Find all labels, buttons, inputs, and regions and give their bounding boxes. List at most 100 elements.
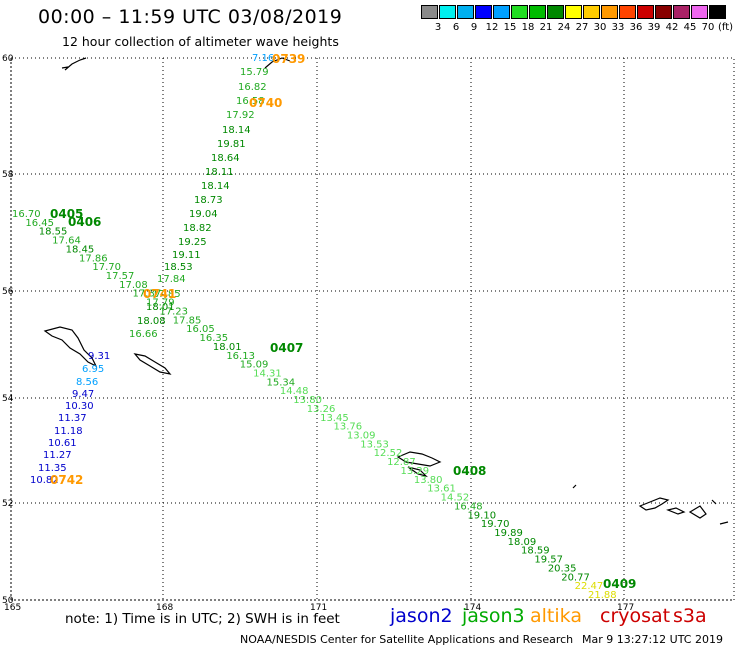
swh-value: 13.80 <box>293 395 322 406</box>
color-swatch <box>619 5 636 19</box>
color-swatch <box>511 5 528 19</box>
generation-timestamp: Mar 9 13:27:12 UTC 2019 <box>582 633 723 646</box>
lat-label: 50 <box>2 596 14 606</box>
swh-value: 14.48 <box>280 386 309 397</box>
coastline <box>572 484 577 489</box>
pass-time-label: 0408 <box>453 464 486 478</box>
coastline <box>711 499 729 525</box>
coastline <box>43 326 98 368</box>
swh-value: 11.37 <box>58 413 87 424</box>
swh-value: 17.23 <box>159 306 188 317</box>
swh-value: 8.56 <box>76 377 98 388</box>
color-swatch <box>565 5 582 19</box>
lon-label: 168 <box>156 603 173 613</box>
swh-value: 17.79 <box>146 298 175 309</box>
swh-value: 17.85 <box>152 289 181 300</box>
swh-value: 10.30 <box>65 401 94 412</box>
swh-value: 17.64 <box>52 236 81 247</box>
color-swatch <box>439 5 456 19</box>
swh-value: 13.53 <box>360 439 389 450</box>
color-scale-label: 39 <box>647 22 661 33</box>
swh-value: 6.95 <box>82 364 104 375</box>
swh-value: 16.35 <box>200 333 229 344</box>
color-scale-label: 27 <box>575 22 589 33</box>
swh-value: 13.09 <box>347 431 376 442</box>
swh-value: 19.57 <box>534 555 563 566</box>
swh-value: 10.61 <box>48 438 77 449</box>
swh-value: 18.45 <box>66 244 95 255</box>
swh-value: 15.09 <box>240 360 269 371</box>
swh-value: 19.10 <box>467 510 496 521</box>
lat-label: 52 <box>2 499 13 509</box>
pass-time-label: 0405 <box>50 207 83 221</box>
swh-value: 19.04 <box>189 209 218 220</box>
swh-value: 18.59 <box>521 546 550 557</box>
color-scale-label: 70 <box>701 22 715 33</box>
color-swatch <box>475 5 492 19</box>
swh-value: 16.58 <box>236 96 265 107</box>
swh-value: 19.70 <box>481 519 510 530</box>
color-scale-label: 36 <box>629 22 643 33</box>
coastline <box>638 497 670 511</box>
swh-value: 16.70 <box>12 209 41 220</box>
legend-altika: altika <box>530 605 582 627</box>
color-swatch <box>457 5 474 19</box>
swh-value: 19.81 <box>217 139 246 150</box>
swh-value: 19.89 <box>494 528 523 539</box>
lat-label: 60 <box>2 54 14 64</box>
color-scale-label: 9 <box>470 22 478 33</box>
color-swatch <box>493 5 510 19</box>
swh-value: 17.92 <box>226 110 255 121</box>
legend-jason3: jason3 <box>462 605 525 627</box>
color-scale-label: 3 <box>434 22 442 33</box>
pass-time-label: 0742 <box>50 473 83 487</box>
legend-jason2: jason2 <box>390 605 453 627</box>
lon-label: 165 <box>4 603 21 613</box>
swh-value: 17.57 <box>106 271 135 282</box>
pass-time-label: 0406 <box>68 215 101 229</box>
swh-value: 16.82 <box>238 82 267 93</box>
swh-value: 15.79 <box>240 67 269 78</box>
swh-value: 16.48 <box>454 501 483 512</box>
coastline <box>688 505 707 519</box>
color-swatch <box>655 5 672 19</box>
swh-value: 13.29 <box>400 466 429 477</box>
swh-value: 16.66 <box>129 329 158 340</box>
swh-value: 16.13 <box>226 351 255 362</box>
swh-value: 16.05 <box>186 324 215 335</box>
lat-label: 58 <box>2 170 14 180</box>
swh-value: 14.31 <box>253 368 282 379</box>
color-scale-label: 6 <box>452 22 460 33</box>
swh-value: 7.16 <box>252 53 274 64</box>
color-swatch <box>547 5 564 19</box>
color-swatch <box>529 5 546 19</box>
swh-value: 19.11 <box>172 250 201 261</box>
coastline <box>396 451 442 467</box>
color-scale-label: 21 <box>539 22 553 33</box>
color-scale-label: 18 <box>521 22 535 33</box>
swh-value: 18.64 <box>211 153 240 164</box>
swh-value: 13.26 <box>307 404 336 415</box>
swh-value: 14.52 <box>441 493 470 504</box>
color-swatch <box>673 5 690 19</box>
swh-value: 10.82 <box>30 475 59 486</box>
swh-value: 13.45 <box>320 413 349 424</box>
color-swatch <box>601 5 618 19</box>
swh-value: 18.01 <box>146 302 175 313</box>
swh-value: 9.47 <box>72 389 94 400</box>
lon-label: 171 <box>310 603 327 613</box>
swh-value: 15.34 <box>267 377 296 388</box>
color-scale-label: 24 <box>557 22 571 33</box>
swh-value: 12.52 <box>374 448 403 459</box>
swh-value: 16.45 <box>25 218 54 229</box>
swh-value: 20.35 <box>548 563 577 574</box>
color-scale-label: 15 <box>503 22 517 33</box>
swh-value: 18.14 <box>222 125 251 136</box>
color-scale-label: 33 <box>611 22 625 33</box>
swh-value: 19.25 <box>178 237 207 248</box>
lon-label: 177 <box>617 603 634 613</box>
swh-value: 18.11 <box>205 167 234 178</box>
color-scale-label: 30 <box>593 22 607 33</box>
swh-value: 18.09 <box>508 537 537 548</box>
